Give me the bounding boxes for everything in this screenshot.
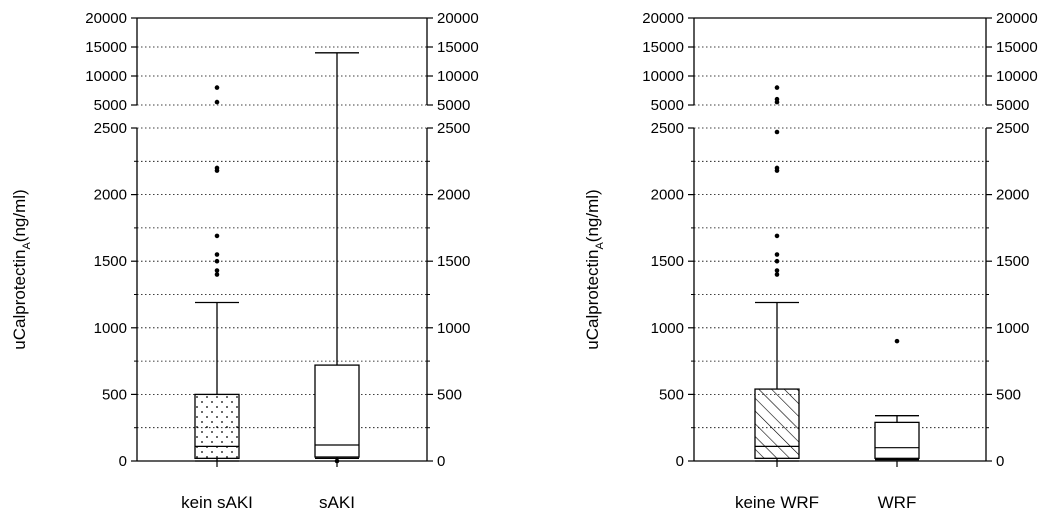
y-tick-label-left: 2000 xyxy=(651,187,684,204)
y-axis-label-subscript: A xyxy=(594,242,606,250)
box-iqr xyxy=(194,393,240,459)
y-tick-label-right: 1500 xyxy=(996,253,1029,270)
y-axis-label: uCalprotectinA(ng/ml) xyxy=(583,189,606,349)
y-tick-label-right: 1000 xyxy=(996,320,1029,337)
y-tick-label-left: 10000 xyxy=(642,68,684,85)
chart-panel-calprotectin-sAKI: 0 0 500 500 1000 1000 1500 1500 2000 2000 2500 2500… xyxy=(10,10,479,512)
outlier-point xyxy=(214,85,220,90)
outlier-point xyxy=(214,165,220,171)
outlier-point xyxy=(334,458,340,464)
outlier-point xyxy=(214,99,220,105)
y-tick-label-right: 15000 xyxy=(996,39,1038,56)
y-tick-label-right: 15000 xyxy=(437,39,479,56)
box-saki xyxy=(314,52,360,464)
y-tick-label-left: 2500 xyxy=(94,120,127,137)
y-tick-label-left: 0 xyxy=(119,453,127,470)
y-tick-label-left: 5000 xyxy=(94,97,127,114)
outlier-point xyxy=(214,252,220,257)
y-tick-label-right: 2000 xyxy=(996,187,1029,204)
y-tick-label-right: 1500 xyxy=(437,253,470,270)
y-tick-label-right: 500 xyxy=(437,386,462,403)
y-tick-label-right: 500 xyxy=(996,386,1021,403)
y-tick-label-right: 2000 xyxy=(437,187,470,204)
box-keine-wrf xyxy=(754,85,800,462)
box-iqr xyxy=(754,388,800,459)
y-tick-label-right: 5000 xyxy=(437,97,470,114)
outlier-point xyxy=(774,96,780,102)
x-category-label: sAKI xyxy=(319,493,355,512)
outlier-point xyxy=(214,233,220,239)
outlier-point xyxy=(774,85,780,90)
y-tick-label-left: 1000 xyxy=(651,320,684,337)
box-iqr xyxy=(874,421,920,459)
box-iqr xyxy=(314,364,360,458)
x-category-label: keine WRF xyxy=(735,493,819,512)
y-tick-label-left: 1000 xyxy=(94,320,127,337)
outlier-point xyxy=(774,252,780,257)
x-category-label: WRF xyxy=(878,493,917,512)
box-kein-saki xyxy=(194,85,240,462)
y-tick-label-right: 2500 xyxy=(996,120,1029,137)
y-tick-label-left: 500 xyxy=(102,386,127,403)
outlier-point xyxy=(774,268,780,273)
y-tick-label-left: 500 xyxy=(659,386,684,403)
y-axis-label-subscript: A xyxy=(21,242,33,250)
y-axis-label-main: uCalprotectin xyxy=(10,250,29,350)
outlier-point xyxy=(214,258,220,264)
y-tick-label-right: 1000 xyxy=(437,320,470,337)
y-tick-label-left: 15000 xyxy=(642,39,684,56)
box-wrf xyxy=(874,338,920,461)
outlier-point xyxy=(214,272,220,277)
y-axis-label-unit: (ng/ml) xyxy=(10,189,29,242)
y-tick-label-left: 0 xyxy=(676,453,684,470)
y-tick-label-left: 10000 xyxy=(85,68,127,85)
y-tick-label-right: 0 xyxy=(437,453,445,470)
outlier-point xyxy=(214,268,220,273)
x-category-label: kein sAKI xyxy=(181,493,253,512)
outlier-point xyxy=(774,272,780,277)
y-tick-label-right: 0 xyxy=(996,453,1004,470)
outlier-point xyxy=(774,165,780,171)
y-tick-label-left: 2000 xyxy=(94,187,127,204)
y-tick-label-right: 20000 xyxy=(996,10,1038,27)
y-axis-label-unit: (ng/ml) xyxy=(583,189,602,242)
y-tick-label-left: 1500 xyxy=(651,253,684,270)
outlier-point xyxy=(774,129,780,135)
y-tick-label-right: 10000 xyxy=(437,68,479,85)
y-tick-label-left: 20000 xyxy=(642,10,684,27)
y-tick-label-left: 1500 xyxy=(94,253,127,270)
y-tick-label-left: 20000 xyxy=(85,10,127,27)
outlier-point xyxy=(774,258,780,264)
y-tick-label-left: 5000 xyxy=(651,97,684,114)
y-tick-label-left: 15000 xyxy=(85,39,127,56)
outlier-point xyxy=(894,338,900,344)
y-axis-label-main: uCalprotectin xyxy=(583,250,602,350)
y-axis-label: uCalprotectinA(ng/ml) xyxy=(10,189,33,349)
y-tick-label-right: 5000 xyxy=(996,97,1029,114)
y-tick-label-right: 20000 xyxy=(437,10,479,27)
y-tick-label-left: 2500 xyxy=(651,120,684,137)
outlier-point xyxy=(774,233,780,239)
chart-panel-calprotectin-WRF: 0 0 500 500 1000 1000 1500 1500 2000 2000 2500 2500… xyxy=(583,10,1038,512)
y-tick-label-right: 2500 xyxy=(437,120,470,137)
y-tick-label-right: 10000 xyxy=(996,68,1038,85)
